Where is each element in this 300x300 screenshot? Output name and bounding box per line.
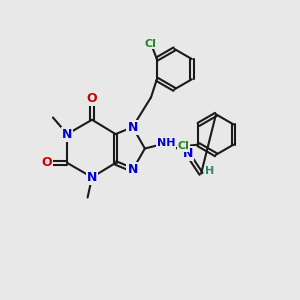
Text: N: N	[182, 147, 193, 160]
Text: N: N	[128, 164, 138, 176]
Text: O: O	[42, 156, 52, 170]
Text: Cl: Cl	[178, 141, 190, 151]
Text: Cl: Cl	[145, 39, 157, 49]
Text: O: O	[87, 92, 98, 105]
Text: N: N	[87, 171, 97, 184]
Text: N: N	[62, 128, 72, 141]
Text: NH: NH	[157, 138, 176, 148]
Text: N: N	[128, 121, 138, 134]
Text: H: H	[205, 167, 214, 176]
